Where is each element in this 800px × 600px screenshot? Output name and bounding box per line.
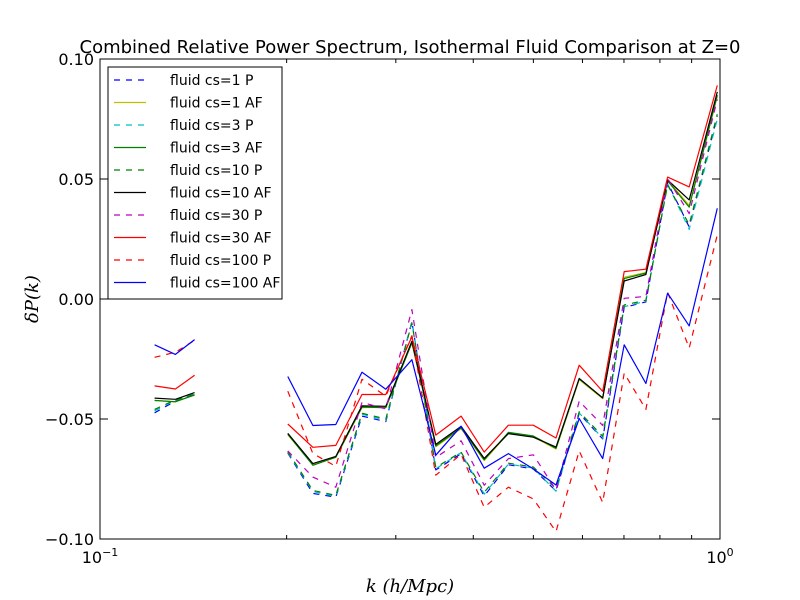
legend-label: fluid cs=3 AF	[170, 141, 263, 157]
y-axis-ticks: 0.10 0.05 0.00 −0.05 −0.10	[45, 50, 720, 549]
y-tick-label: −0.05	[45, 410, 94, 429]
series-line-4	[154, 114, 718, 496]
legend-label: fluid cs=3 P	[170, 118, 253, 134]
x-axis-title: k (h/Mpc)	[366, 576, 454, 597]
series-line-9	[154, 208, 718, 486]
legend-label: fluid cs=10 P	[170, 163, 262, 179]
plot-lines	[154, 85, 718, 533]
legend-frame	[107, 66, 283, 300]
y-tick-label: 0.10	[58, 50, 94, 69]
chart-title: Combined Relative Power Spectrum, Isothe…	[80, 37, 741, 58]
legend-label: fluid cs=100 AF	[170, 276, 280, 292]
legend: fluid cs=1 P fluid cs=1 AF fluid cs=3 P flu…	[107, 66, 283, 300]
legend-label: fluid cs=30 AF	[170, 231, 272, 247]
series-line-6	[287, 99, 718, 491]
x-tick-label: 100	[706, 546, 733, 567]
x-axis-ticks: 10−1 100	[82, 59, 734, 567]
legend-label: fluid cs=30 P	[170, 208, 262, 224]
y-tick-label: −0.10	[45, 530, 94, 549]
series-line-5	[154, 91, 718, 465]
y-axis-title: δP(k)	[22, 275, 43, 323]
y-tick-label: 0.05	[58, 170, 94, 189]
legend-label: fluid cs=10 AF	[170, 186, 272, 202]
series-line-7	[154, 85, 718, 453]
legend-label: fluid cs=1 AF	[170, 96, 263, 112]
y-tick-label: 0.00	[58, 290, 94, 309]
legend-label: fluid cs=100 P	[170, 253, 271, 269]
x-tick-label: 10−1	[82, 546, 119, 567]
legend-label: fluid cs=1 P	[170, 73, 253, 89]
